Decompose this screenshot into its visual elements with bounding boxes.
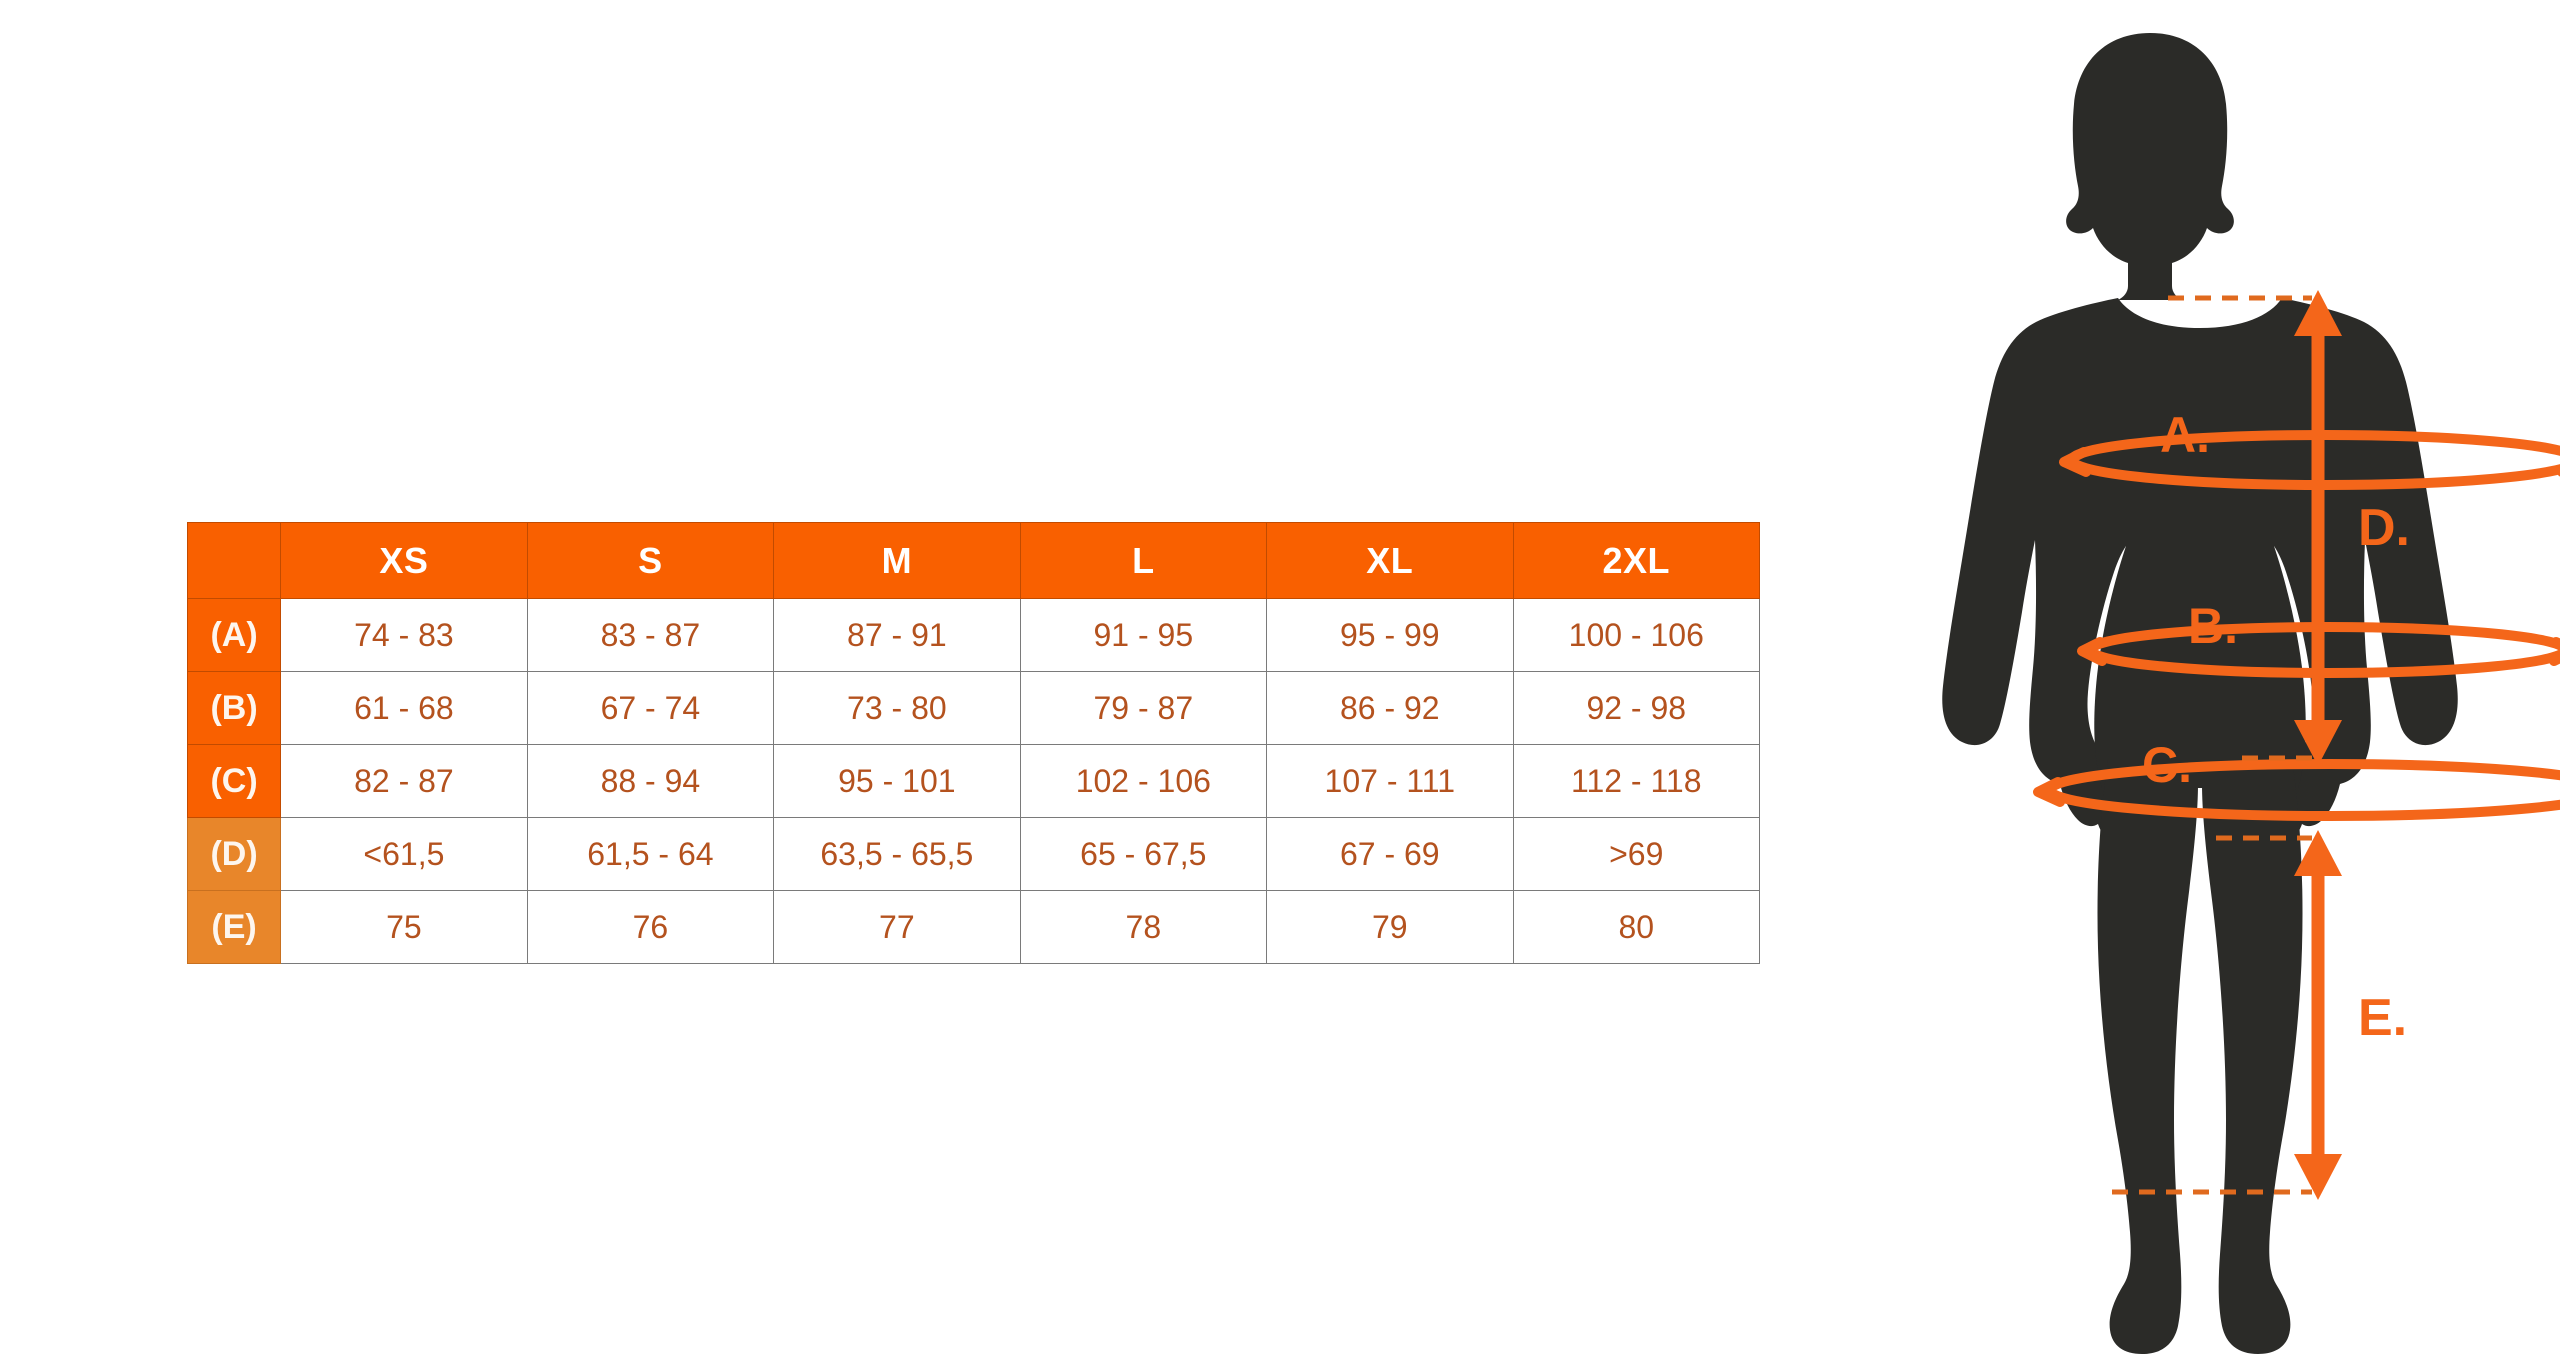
cell-e-l: 78 — [1019, 890, 1268, 964]
hips-measure-ellipse-c: C. — [2033, 737, 2560, 821]
table-row-a: (A) 74 - 83 83 - 87 87 - 91 91 - 95 95 -… — [186, 598, 1761, 672]
table-row-b: (B) 61 - 68 67 - 74 73 - 80 79 - 87 86 -… — [186, 671, 1761, 745]
cell-a-s: 83 - 87 — [526, 598, 775, 672]
dimension-d: D. — [2168, 290, 2410, 766]
waist-measure-ellipse-b: B. — [2077, 598, 2560, 678]
cell-d-2xl: >69 — [1512, 817, 1761, 891]
cell-b-m: 73 - 80 — [773, 671, 1021, 745]
cell-d-s: 61,5 - 64 — [526, 817, 775, 891]
table-row-e: (E) 75 76 77 78 79 80 — [186, 890, 1761, 964]
dimension-e: E. — [2112, 830, 2407, 1200]
cell-e-xs: 75 — [280, 890, 528, 964]
row-label-d: (D) — [186, 817, 282, 891]
table-row-c: (C) 82 - 87 88 - 94 95 - 101 102 - 106 1… — [186, 744, 1761, 818]
cell-a-xs: 74 - 83 — [280, 598, 528, 672]
cell-a-l: 91 - 95 — [1019, 598, 1268, 672]
table-header-row: XS S M L XL 2XL — [186, 522, 1761, 599]
cell-d-xl: 67 - 69 — [1266, 817, 1514, 891]
table-corner-cell — [186, 522, 282, 599]
cell-e-m: 77 — [773, 890, 1021, 964]
row-label-e: (E) — [186, 890, 282, 964]
column-header-m: M — [773, 522, 1021, 599]
cell-d-m: 63,5 - 65,5 — [773, 817, 1021, 891]
cell-e-s: 76 — [526, 890, 775, 964]
cell-b-l: 79 - 87 — [1019, 671, 1268, 745]
column-header-l: L — [1019, 522, 1268, 599]
column-header-xl: XL — [1266, 522, 1514, 599]
row-label-b: (B) — [186, 671, 282, 745]
cell-c-s: 88 - 94 — [526, 744, 775, 818]
measure-label-b: B. — [2188, 598, 2238, 654]
cell-c-xl: 107 - 111 — [1266, 744, 1514, 818]
bust-measure-ellipse-a: A. — [2059, 407, 2560, 490]
table-row-d: (D) <61,5 61,5 - 64 63,5 - 65,5 65 - 67,… — [186, 817, 1761, 891]
cell-a-m: 87 - 91 — [773, 598, 1021, 672]
cell-a-2xl: 100 - 106 — [1512, 598, 1761, 672]
column-header-s: S — [526, 522, 775, 599]
cell-e-xl: 79 — [1266, 890, 1514, 964]
cell-c-m: 95 - 101 — [773, 744, 1021, 818]
cell-b-s: 67 - 74 — [526, 671, 775, 745]
size-chart-table: XS S M L XL 2XL (A) 74 - 83 83 - 87 87 -… — [186, 522, 1761, 964]
cell-b-xl: 86 - 92 — [1266, 671, 1514, 745]
measure-label-d: D. — [2358, 499, 2410, 557]
row-label-a: (A) — [186, 598, 282, 672]
column-header-xs: XS — [280, 522, 528, 599]
cell-c-2xl: 112 - 118 — [1512, 744, 1761, 818]
female-silhouette-icon — [1942, 33, 2458, 1354]
row-label-c: (C) — [186, 744, 282, 818]
measure-label-e: E. — [2358, 989, 2407, 1047]
measure-label-a: A. — [2160, 407, 2210, 463]
cell-e-2xl: 80 — [1512, 890, 1761, 964]
cell-b-2xl: 92 - 98 — [1512, 671, 1761, 745]
measure-label-c: C. — [2142, 737, 2192, 793]
cell-a-xl: 95 - 99 — [1266, 598, 1514, 672]
cell-c-xs: 82 - 87 — [280, 744, 528, 818]
measurement-diagram: A. B. C. — [1850, 0, 2560, 1366]
cell-d-xs: <61,5 — [280, 817, 528, 891]
cell-d-l: 65 - 67,5 — [1019, 817, 1268, 891]
cell-b-xs: 61 - 68 — [280, 671, 528, 745]
column-header-2xl: 2XL — [1512, 522, 1761, 599]
cell-c-l: 102 - 106 — [1019, 744, 1268, 818]
